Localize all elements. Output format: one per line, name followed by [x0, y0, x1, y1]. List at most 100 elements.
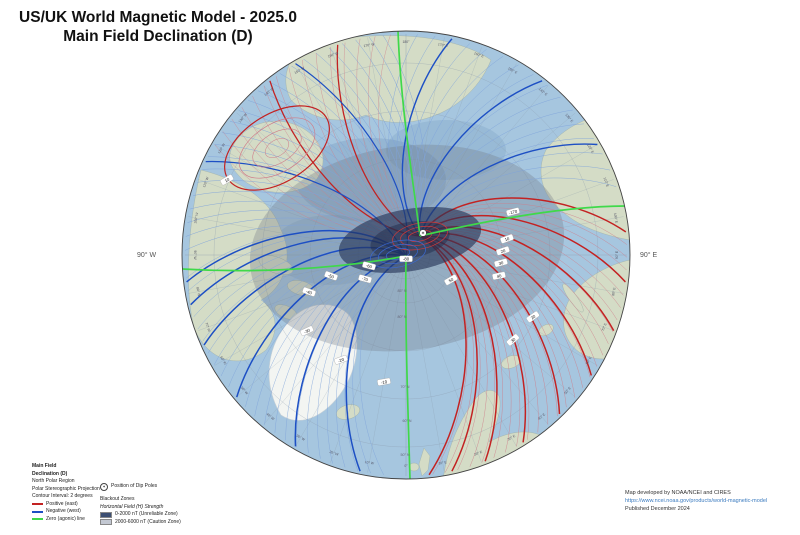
- svg-text:30: 30: [510, 336, 517, 343]
- map-rim: [181, 30, 631, 480]
- label-90w: 90° W: [137, 252, 157, 259]
- legend-positive-label: Positive (east): [46, 500, 78, 507]
- agonic-line-south: [404, 255, 411, 479]
- unreliable-zone-label: 0-2000 nT (Unreliable Zone): [115, 511, 178, 517]
- credits-developer: Map developed by NOAA/NCEI and CIRES: [625, 490, 731, 496]
- rim-label: 60° W: [219, 355, 227, 366]
- legend-header-1: Main Field: [32, 463, 57, 469]
- unreliable-zone-swatch: [100, 511, 112, 518]
- contour-label: -80: [399, 255, 413, 262]
- rim-label: 70° E: [601, 322, 608, 332]
- rim-label: 130° W: [238, 112, 249, 124]
- rim-label: 10° E: [438, 460, 448, 466]
- latitude-label: 70° N: [400, 385, 409, 389]
- legend-positive-row: Positive (east): [32, 501, 100, 509]
- rim-label: 60° E: [585, 355, 593, 365]
- title-line2: Main Field Declination (D): [63, 28, 253, 45]
- rim-label: 0°: [404, 464, 408, 468]
- contour-label: -50: [324, 271, 338, 281]
- caution-zone-row: 2000-6000 nT (Caution Zone): [100, 519, 181, 527]
- dip-pole-marker: ✶: [419, 229, 427, 237]
- credits: Map developed by NOAA/NCEI and CIRES htt…: [625, 489, 767, 513]
- title-line1: US/UK World Magnetic Model - 2025.0: [19, 9, 297, 26]
- contour-label: 30: [506, 333, 520, 346]
- legend-region: North Polar Region: [32, 478, 75, 484]
- contour-label: -40: [302, 287, 316, 297]
- polar-map: 0° 10° E 20° E 30° E 40° E 50° E 60° E 70° E 80°…: [181, 30, 631, 480]
- rim-label: 50° W: [240, 386, 250, 396]
- caution-zone-label: 2000-6000 nT (Caution Zone): [115, 518, 181, 525]
- rim-label: 40° W: [266, 412, 276, 422]
- page-title: US/UK World Magnetic Model - 2025.0 Main…: [18, 8, 298, 46]
- land-uk: [418, 447, 431, 477]
- contour-label: 10: [500, 234, 514, 244]
- rim-label: 120° E: [586, 143, 595, 154]
- land-north-america: [188, 169, 288, 362]
- svg-text:20: 20: [500, 248, 507, 254]
- svg-text:10: 10: [504, 236, 511, 243]
- polar-map-svg: 0° 10° E 20° E 30° E 40° E 50° E 60° E 70° E 80°…: [181, 30, 631, 480]
- rim-label: 130° E: [564, 113, 574, 124]
- svg-text:-170: -170: [508, 208, 518, 215]
- contour-label: 20: [526, 311, 540, 323]
- contour-label: 20: [496, 246, 510, 256]
- legend-zones: ✶ Position of Dip Poles Blackout Zones H…: [100, 483, 181, 526]
- contour-label: 40: [492, 271, 506, 280]
- rim-label: 170° E: [438, 42, 449, 48]
- svg-text:20: 20: [530, 313, 537, 320]
- svg-text:50: 50: [448, 276, 455, 283]
- svg-text:10: 10: [224, 176, 231, 183]
- dip-pole-row: ✶ Position of Dip Poles: [100, 483, 181, 491]
- svg-text:40: 40: [496, 273, 502, 279]
- rim-label: 100° E: [613, 213, 619, 224]
- negative-line-swatch: [32, 510, 43, 513]
- rim-label: 90° W: [193, 250, 197, 260]
- contour-label: -60: [362, 261, 376, 271]
- blackout-subheader: Horizontal Field (H) Strength: [100, 503, 164, 510]
- legend-negative-row: Negative (west): [32, 508, 100, 516]
- agonic-line-west: [182, 255, 407, 272]
- rim-label: 160° W: [327, 51, 340, 59]
- rim-label: 120° W: [217, 142, 226, 154]
- rim-label: 180°: [402, 40, 410, 44]
- dip-pole-label: Position of Dip Poles: [111, 483, 158, 490]
- agonic-line-north: [397, 31, 421, 237]
- contour-label: 10: [220, 174, 234, 186]
- rim-label: 100° W: [193, 211, 199, 223]
- rim-label: 10° W: [364, 460, 375, 466]
- contour-label: 30: [494, 258, 508, 268]
- svg-text:30: 30: [498, 260, 504, 266]
- svg-text:-80: -80: [403, 257, 410, 262]
- rim-label: 30° W: [295, 434, 306, 442]
- positive-line-swatch: [32, 503, 43, 506]
- contour-label: -30: [300, 325, 314, 336]
- svg-text:-40: -40: [305, 289, 313, 296]
- rim-label: 20° E: [474, 450, 484, 457]
- contour-label: 50: [444, 274, 458, 286]
- latitude-label: 80° N: [397, 315, 406, 319]
- label-90e: 90° E: [640, 252, 658, 259]
- rim-label: 40° E: [537, 412, 547, 421]
- credits-link[interactable]: https://www.ncei.noaa.gov/products/world…: [625, 498, 768, 504]
- rim-label: 160° E: [473, 51, 485, 59]
- svg-text:-70: -70: [361, 276, 369, 283]
- latitude-label: 50° N: [400, 453, 409, 457]
- dip-pole-icon: ✶: [100, 483, 108, 491]
- svg-text:-20: -20: [337, 356, 345, 363]
- zero-line-swatch: [32, 518, 43, 521]
- rim-label: 80° E: [611, 286, 617, 296]
- rim-label: 170° W: [363, 42, 375, 48]
- svg-text:-60: -60: [365, 263, 373, 270]
- rim-label: 30° E: [507, 434, 517, 442]
- rim-label: 110° E: [603, 177, 610, 188]
- rim-label: 150° E: [507, 66, 518, 75]
- caution-zone-swatch: [100, 519, 112, 526]
- latitude-label: 85° N: [397, 289, 406, 293]
- contour-label: -10: [377, 377, 391, 386]
- unreliable-zone-row: 0-2000 nT (Unreliable Zone): [100, 511, 181, 519]
- rim-label: 140° E: [538, 87, 549, 97]
- rim-label: 150° W: [294, 66, 306, 75]
- legend-main: Main Field Declination (D) North Polar R…: [32, 463, 100, 523]
- credits-published: Published December 2024: [625, 506, 690, 512]
